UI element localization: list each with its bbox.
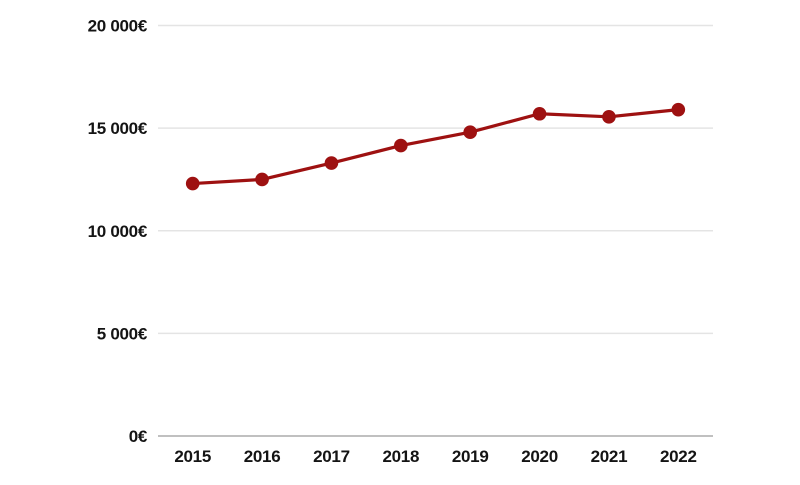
x-axis-tick-label: 2022	[660, 447, 697, 466]
data-point	[671, 102, 686, 117]
x-axis-tick-label: 2016	[244, 447, 281, 466]
x-axis-tick-label: 2015	[174, 447, 211, 466]
x-axis-tick-label: 2017	[313, 447, 350, 466]
y-axis-tick-label: 20 000€	[88, 17, 148, 36]
x-axis-tick-label: 2018	[383, 447, 420, 466]
data-point	[463, 125, 477, 140]
data-point	[602, 110, 616, 124]
y-axis-tick-label: 10 000€	[88, 222, 148, 241]
y-axis-tick-label: 5 000€	[97, 324, 148, 343]
x-axis-tick-label: 2019	[452, 447, 489, 466]
y-axis-tick-label: 0€	[129, 427, 148, 446]
x-axis-tick-label: 2021	[591, 447, 628, 466]
data-line	[191, 108, 680, 186]
data-point	[185, 176, 200, 191]
x-axis-tick-label: 2020	[521, 447, 558, 466]
data-point	[394, 138, 408, 153]
data-point	[255, 172, 269, 187]
y-axis-tick-label: 15 000€	[88, 119, 148, 138]
data-point	[324, 156, 339, 170]
data-point	[532, 106, 547, 121]
